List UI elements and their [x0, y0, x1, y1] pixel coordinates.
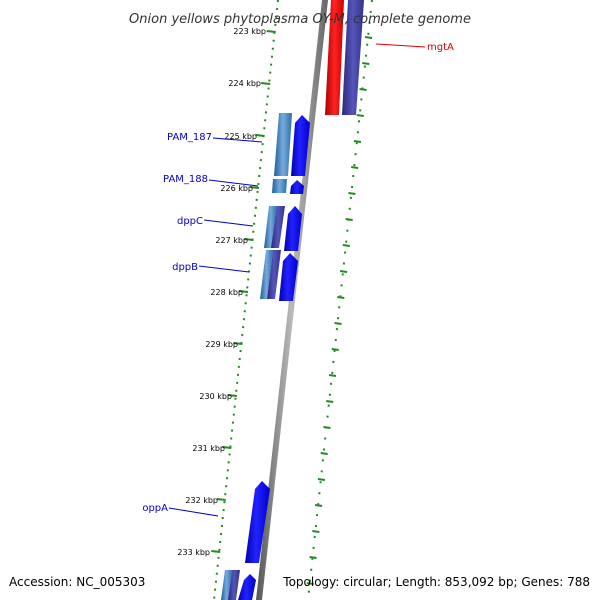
outer-tick: [364, 36, 373, 39]
major-tick: [238, 290, 249, 293]
outer-tick: [314, 504, 323, 507]
tick-label: 224 kbp: [228, 79, 261, 88]
outer-tick: [334, 322, 342, 325]
tick-labels: 223 kbp 224 kbp 225 kbp 226 kbp 227 kbp …: [177, 27, 266, 557]
tick-label: 232 kbp: [185, 496, 218, 505]
outer-tick: [345, 218, 353, 221]
outer-tick: [306, 582, 314, 585]
blast-match[interactable]: [274, 113, 292, 176]
major-tick: [255, 134, 265, 137]
outer-tick: [351, 166, 359, 169]
blast-match[interactable]: [260, 250, 273, 299]
gene-oppA[interactable]: [245, 481, 270, 563]
gene-reverse[interactable]: [271, 206, 285, 248]
tick-label: 223 kbp: [233, 27, 266, 36]
outer-tick: [362, 62, 370, 65]
tick-label: 229 kbp: [205, 340, 238, 349]
outer-tick: [331, 348, 339, 351]
gene-reverse[interactable]: [267, 250, 281, 299]
outer-tick: [320, 452, 328, 455]
outer-tick: [326, 400, 334, 403]
major-tick: [222, 446, 232, 449]
blast-match[interactable]: [264, 206, 277, 248]
gene-reverse[interactable]: [228, 570, 240, 600]
outer-tick: [356, 114, 364, 117]
gene-mgtA[interactable]: [325, 0, 344, 115]
major-tick: [216, 498, 226, 501]
gene-labels: mgtA PAM_187 PAM_188 dppC dppB oppA: [142, 42, 454, 514]
major-tick: [266, 30, 276, 33]
outer-tick: [348, 192, 356, 195]
accession-label: Accession: NC_005303: [9, 575, 145, 589]
gene-forward[interactable]: [290, 180, 304, 194]
tick-track: [211, 0, 373, 600]
outer-tick: [353, 140, 362, 143]
tick-label: 231 kbp: [192, 444, 225, 453]
major-tick: [227, 394, 237, 397]
gene-forward[interactable]: [238, 574, 256, 600]
major-tick-marks: [211, 30, 276, 553]
tick-label: 228 kbp: [210, 288, 243, 297]
label-leaders: [168, 43, 426, 517]
tick-label: 233 kbp: [177, 548, 210, 557]
major-tick: [249, 186, 260, 189]
blast-match[interactable]: [272, 179, 287, 193]
gene-reverse-strand[interactable]: [342, 0, 364, 115]
major-tick: [244, 238, 254, 241]
outer-tick: [337, 296, 345, 299]
forward-strand-features: [325, 0, 364, 115]
blast-match[interactable]: [221, 570, 232, 600]
gene-label-mgtA[interactable]: mgtA: [427, 42, 454, 53]
outer-tick-marks: [306, 36, 373, 585]
gene-forward[interactable]: [291, 115, 310, 176]
gene-label-dppc[interactable]: dppC: [177, 216, 203, 227]
gene-label-pam187[interactable]: PAM_187: [167, 132, 212, 143]
tick-label: 225 kbp: [224, 132, 257, 141]
gene-label-oppa[interactable]: oppA: [142, 503, 168, 514]
map-title: Onion yellows phytoplasma OY-M, complete…: [129, 12, 471, 27]
gene-label-dppb[interactable]: dppB: [172, 262, 198, 273]
outer-tick: [339, 270, 348, 273]
outer-tick: [317, 478, 326, 481]
gene-forward[interactable]: [279, 253, 298, 301]
outer-tick: [359, 88, 367, 91]
gene-forward[interactable]: [284, 206, 302, 251]
outer-tick: [328, 374, 337, 377]
major-tick: [211, 550, 221, 553]
outer-tick: [342, 244, 351, 247]
gene-label-pam188[interactable]: PAM_188: [163, 174, 208, 185]
outer-tick: [312, 530, 320, 533]
major-tick: [261, 82, 271, 85]
gene-features: [221, 113, 310, 600]
major-tick: [233, 342, 243, 345]
tick-label: 227 kbp: [215, 236, 248, 245]
genome-summary: Topology: circular; Length: 853,092 bp; …: [282, 575, 590, 589]
outer-tick: [309, 556, 317, 559]
tick-label: 230 kbp: [199, 392, 232, 401]
tick-label: 226 kbp: [220, 184, 253, 193]
outer-tick: [323, 426, 331, 429]
